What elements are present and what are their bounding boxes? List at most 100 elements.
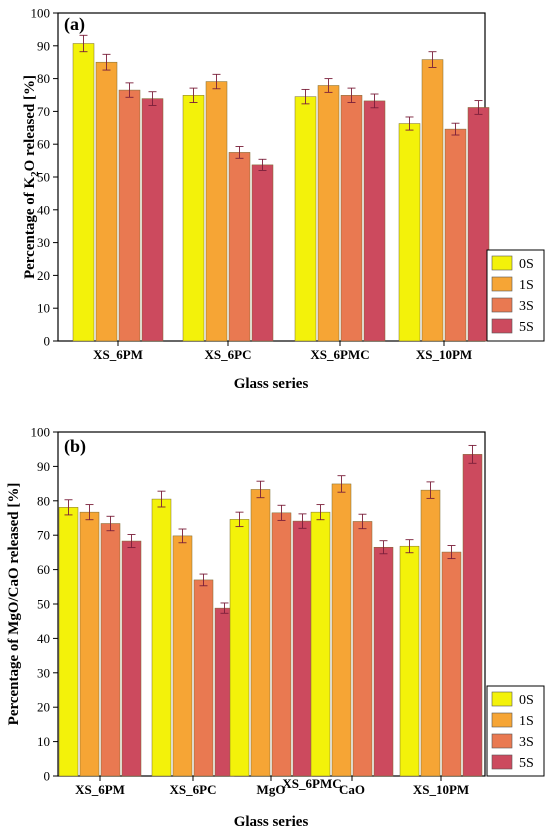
bar [228,152,251,342]
y-axis-label: Percentage of MgO/CaO released [%] [6,483,22,726]
bar [340,95,363,342]
bar [251,164,274,342]
x-tick-label: XS_6PMC [310,347,369,362]
bar [317,85,340,342]
bar [118,89,141,342]
y-tick-label: 0 [44,769,51,784]
bar [95,61,118,342]
legend-swatch [491,276,513,292]
bar [398,123,421,342]
x-tick-label: CaO [339,782,365,797]
bar [79,511,100,777]
legend-swatch [491,733,513,749]
y-ticks: 0 10 20 30 40 50 60 70 80 90 100 [31,425,58,784]
legend-label: 1S [519,278,534,293]
y-tick-label: 10 [37,301,50,316]
bar [172,535,193,777]
bars-group [72,34,490,342]
bar [441,551,462,777]
legend-label: 3S [519,735,534,750]
bar [363,100,386,342]
y-tick-label: 70 [37,104,50,119]
bar [205,81,228,342]
chart-panel-b: 0 10 20 30 40 50 60 70 80 90 100 XS_6PM XS_6PC MgO Ca… [6,425,545,830]
y-tick-label: 40 [37,631,50,646]
bar [462,454,483,777]
bar [72,43,95,342]
bar [352,521,373,777]
legend-label: 0S [519,257,534,272]
legend-swatch [491,255,513,271]
y-tick-label: 50 [37,597,50,612]
legend-label: 5S [519,756,534,771]
legend: 0S 1S 3S 5S [486,685,545,777]
legend-swatch [491,318,513,334]
y-ticks: 0 10 20 30 40 50 60 70 80 90 100 [31,6,58,349]
bar [229,519,250,777]
bar [420,489,441,777]
legend-label: 1S [519,714,534,729]
x-tick-label: XS_6PM [93,347,143,362]
y-tick-label: 90 [37,459,50,474]
bar [331,483,352,777]
x-tick-label: XS_10PM [413,782,469,797]
bar [58,507,79,777]
bar [467,107,490,342]
legend-swatch [491,297,513,313]
bar [121,540,142,777]
y-tick-label: 80 [37,71,50,86]
y-tick-label: 40 [37,202,50,217]
bar [250,489,271,777]
x-tick-label: XS_6PC [170,782,217,797]
y-tick-label: 90 [37,38,50,53]
bar [294,96,317,342]
y-tick-label: 100 [31,6,51,21]
legend-label: 5S [519,320,534,335]
bar [373,546,394,777]
y-tick-label: 100 [31,425,51,440]
bar [271,512,292,777]
bar [421,59,444,342]
bar [141,98,164,342]
y-axis-label: Percentage of K2O released [%] [22,75,41,279]
bar [193,579,214,777]
y-tick-label: 70 [37,528,50,543]
y-tick-label: 20 [37,700,50,715]
y-tick-label: 80 [37,493,50,508]
legend-swatch [491,754,513,770]
bars-group [58,444,483,777]
panel-label: (a) [64,14,85,35]
x-tick-label: XS_10PM [416,347,472,362]
x-tick-label: XS_6PM [75,782,125,797]
y-tick-label: 0 [44,334,51,349]
x-tick-label: MgO [257,782,286,797]
bar [151,498,172,777]
legend-swatch [491,712,513,728]
y-tick-label: 30 [37,665,50,680]
bar [399,545,420,777]
y-tick-label: 30 [37,235,50,250]
bar [100,523,121,777]
x-ticks: XS_6PM XS_6PC XS_6PMC XS_10PM [93,341,472,362]
x-ticks: XS_6PM XS_6PC MgO CaO XS_10PM [75,776,469,797]
x-axis-label: Glass series [234,814,309,830]
y-tick-label: 10 [37,734,50,749]
group-label: XS_6PMC [282,776,341,791]
legend-swatch [491,691,513,707]
legend: 0S 1S 3S 5S [486,249,545,342]
legend-label: 0S [519,693,534,708]
x-tick-label: XS_6PC [205,347,252,362]
legend-label: 3S [519,299,534,314]
y-tick-label: 20 [37,268,50,283]
x-axis-label: Glass series [234,376,309,392]
bar [182,95,205,342]
bar [292,520,313,777]
y-tick-label: 60 [37,137,50,152]
y-tick-label: 60 [37,562,50,577]
bar [444,128,467,342]
y-tick-label: 50 [37,170,50,185]
bar [310,511,331,777]
panel-label: (b) [64,436,86,457]
